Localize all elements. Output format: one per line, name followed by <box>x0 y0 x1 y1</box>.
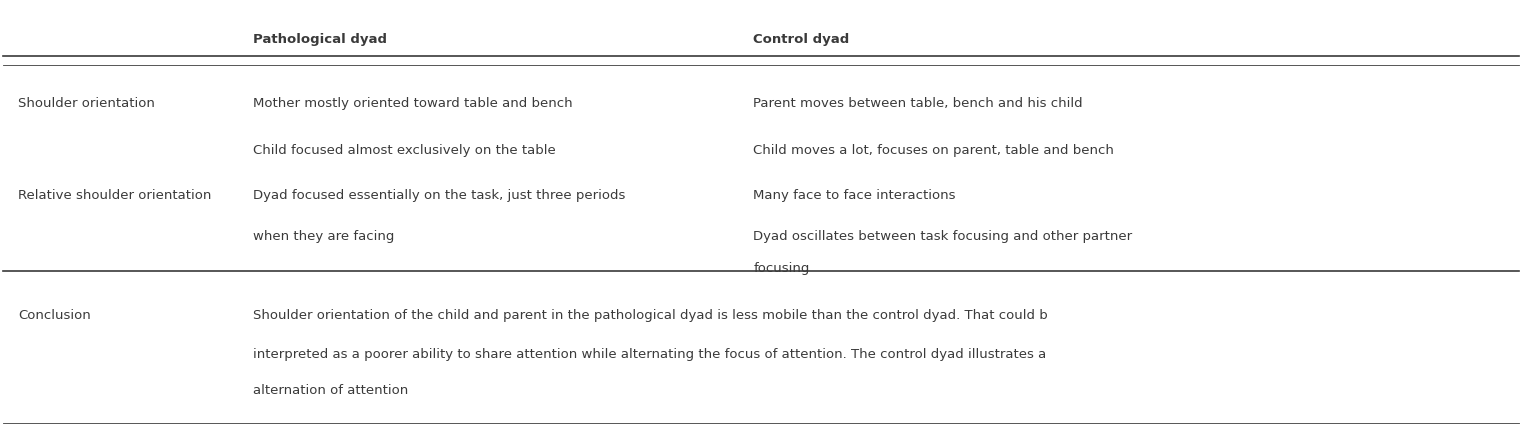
Text: alternation of attention: alternation of attention <box>253 384 408 397</box>
Text: Shoulder orientation: Shoulder orientation <box>18 97 155 110</box>
Text: Control dyad: Control dyad <box>753 33 849 46</box>
Text: Dyad focused essentially on the task, just three periods: Dyad focused essentially on the task, ju… <box>253 189 626 202</box>
Text: Child focused almost exclusively on the table: Child focused almost exclusively on the … <box>253 144 556 157</box>
Text: Parent moves between table, bench and his child: Parent moves between table, bench and hi… <box>753 97 1084 110</box>
Text: Many face to face interactions: Many face to face interactions <box>753 189 956 202</box>
Text: Child moves a lot, focuses on parent, table and bench: Child moves a lot, focuses on parent, ta… <box>753 144 1114 157</box>
Text: Mother mostly oriented toward table and bench: Mother mostly oriented toward table and … <box>253 97 572 110</box>
Text: Relative shoulder orientation: Relative shoulder orientation <box>18 189 212 202</box>
Text: Pathological dyad: Pathological dyad <box>253 33 387 46</box>
Text: when they are facing: when they are facing <box>253 230 394 243</box>
Text: interpreted as a poorer ability to share attention while alternating the focus o: interpreted as a poorer ability to share… <box>253 348 1046 361</box>
Text: focusing: focusing <box>753 262 810 275</box>
Text: Conclusion: Conclusion <box>18 309 91 322</box>
Text: Shoulder orientation of the child and parent in the pathological dyad is less mo: Shoulder orientation of the child and pa… <box>253 309 1047 322</box>
Text: Dyad oscillates between task focusing and other partner: Dyad oscillates between task focusing an… <box>753 230 1132 243</box>
